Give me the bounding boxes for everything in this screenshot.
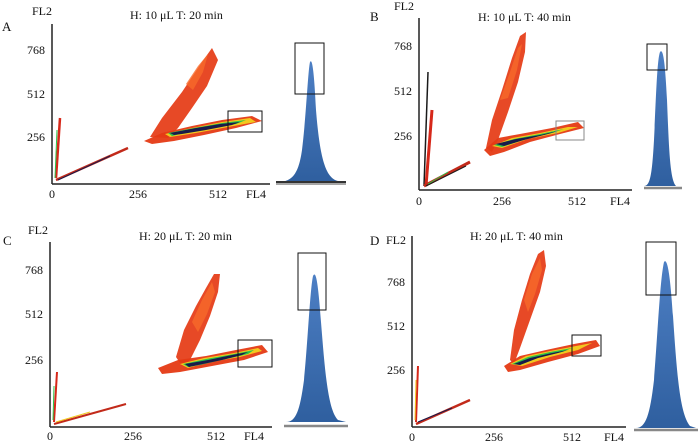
density-lower-arm-a (144, 116, 262, 144)
x-tick-0-a: 0 (49, 187, 55, 201)
y-tick-256-b: 256 (394, 129, 412, 143)
x-ticks-c: 0 256 512 (47, 429, 225, 443)
x-ticks-b: 0 256 512 (416, 194, 586, 208)
y-ticks-c: 768 512 256 (25, 263, 43, 367)
histogram-gate-c (297, 252, 327, 311)
y-axis-label-c: FL2 (28, 223, 48, 237)
density-debris-c (52, 371, 127, 425)
x-ticks-a: 0 256 512 (49, 187, 227, 201)
y-tick-256-d: 256 (387, 363, 405, 377)
panel-label-a: A (2, 19, 12, 34)
density-debris-a (54, 117, 129, 182)
x-tick-256-c: 256 (124, 429, 142, 443)
panel-b: B H: 10 μL T: 40 min FL2 FL4 768 512 256… (370, 0, 682, 208)
y-ticks-b: 768 512 256 (394, 39, 412, 143)
y-tick-768-d: 768 (387, 275, 405, 289)
panel-label-d: D (370, 233, 379, 248)
histogram-c (284, 252, 348, 428)
x-tick-512-d: 512 (563, 430, 581, 444)
histogram-gate-b (646, 43, 668, 71)
density-upper-arm-c (176, 274, 220, 366)
x-tick-512-b: 512 (568, 194, 586, 208)
x-axis-label-d: FL4 (604, 430, 624, 444)
y-tick-768-c: 768 (25, 263, 43, 277)
panel-d: D H: 20 μL T: 40 min FL2 FL4 768 512 256… (370, 229, 698, 444)
x-tick-512-a: 512 (209, 187, 227, 201)
y-tick-768-b: 768 (394, 39, 412, 53)
y-tick-256-a: 256 (27, 130, 45, 144)
y-tick-256-c: 256 (25, 353, 43, 367)
histogram-gate-d (645, 241, 677, 296)
y-ticks-a: 768 512 256 (27, 43, 45, 144)
y-tick-512-a: 512 (27, 87, 45, 101)
panel-label-b: B (370, 9, 379, 24)
y-axis-label-d: FL2 (386, 233, 406, 247)
y-tick-768-a: 768 (27, 43, 45, 57)
x-tick-0-d: 0 (409, 430, 415, 444)
x-axis-label-a: FL4 (246, 187, 266, 201)
x-tick-0-b: 0 (416, 194, 422, 208)
x-tick-256-a: 256 (129, 187, 147, 201)
gate-box-c (237, 339, 273, 368)
y-axis-label-a: FL2 (32, 4, 52, 18)
gate-box-a (227, 110, 263, 133)
panel-c: C H: 20 μL T: 20 min FL2 FL4 768 512 256… (3, 223, 348, 443)
histogram-d (634, 241, 698, 432)
x-tick-512-c: 512 (207, 429, 225, 443)
x-tick-256-d: 256 (485, 430, 503, 444)
y-axis-label-b: FL2 (394, 0, 414, 13)
x-axis-label-b: FL4 (610, 194, 630, 208)
panel-title-b: H: 10 μL T: 40 min (478, 10, 571, 24)
density-lower-arm-c (158, 345, 268, 374)
density-upper-arm-a (150, 48, 218, 138)
panel-title-a: H: 10 μL T: 20 min (130, 8, 223, 22)
density-upper-arm-b (486, 32, 526, 152)
panel-title-c: H: 20 μL T: 20 min (139, 229, 232, 243)
histogram-gate-a (294, 42, 325, 95)
density-upper-arm-d (510, 250, 546, 364)
histogram-b (644, 43, 682, 190)
gate-box-d (571, 334, 602, 357)
y-ticks-d: 768 512 256 (387, 275, 405, 377)
gate-box-b (555, 120, 585, 141)
x-ticks-d: 0 256 512 (409, 430, 581, 444)
density-debris-b (423, 71, 471, 188)
density-debris-d (414, 365, 471, 426)
panel-a: A H: 10 μL T: 20 min FL2 FL4 768 512 256… (2, 4, 346, 201)
panel-title-d: H: 20 μL T: 40 min (470, 229, 563, 243)
panel-label-c: C (3, 233, 12, 248)
x-axis-label-c: FL4 (244, 429, 264, 443)
x-tick-256-b: 256 (493, 194, 511, 208)
x-tick-0-c: 0 (47, 429, 53, 443)
y-tick-512-c: 512 (25, 307, 43, 321)
histogram-a (276, 42, 346, 185)
y-tick-512-b: 512 (394, 84, 412, 98)
y-tick-512-d: 512 (387, 319, 405, 333)
